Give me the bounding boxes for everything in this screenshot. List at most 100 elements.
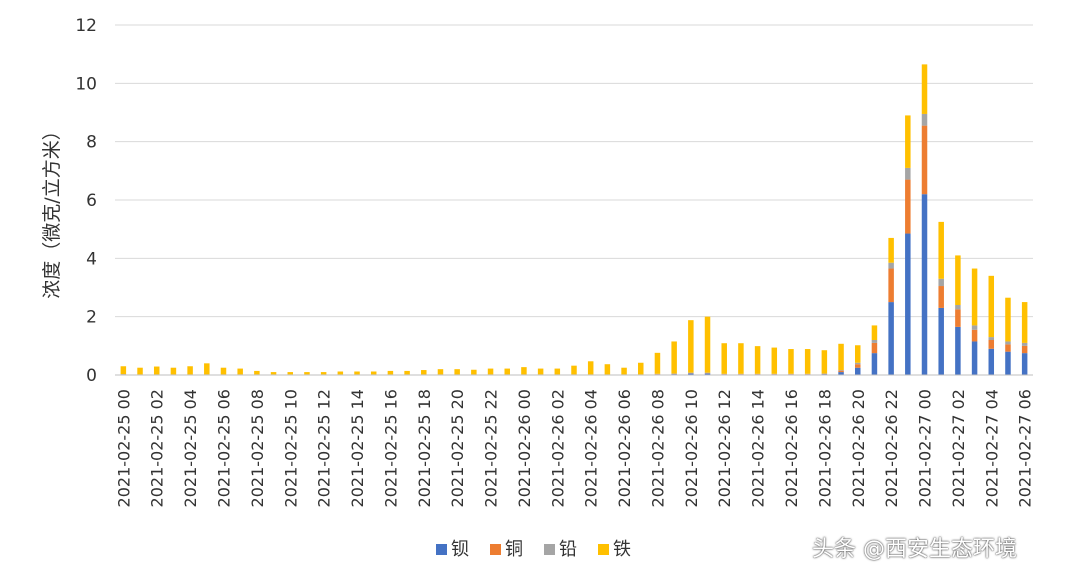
x-tick-label: 2021-02-25 02 bbox=[148, 389, 167, 507]
bar-segment-series-2 bbox=[905, 167, 911, 180]
bar-segment-series-0 bbox=[1021, 353, 1028, 376]
bar-segment-series-3 bbox=[554, 368, 561, 375]
bar-segment-series-0 bbox=[905, 233, 911, 375]
bar-segment-series-3 bbox=[838, 343, 844, 371]
x-tick-label: 2021-02-25 18 bbox=[415, 389, 434, 507]
bar-segment-series-3 bbox=[888, 237, 894, 263]
bar-segment-series-0 bbox=[1005, 351, 1011, 375]
legend: 钡铜铅铁 bbox=[436, 539, 631, 560]
bar-segment-series-2 bbox=[938, 278, 944, 287]
bar-segment-series-2 bbox=[855, 362, 861, 365]
bar-segment-series-3 bbox=[204, 363, 210, 375]
x-axis-ticks: 2021-02-25 00 2021-02-25 02 2021-02-25 04 2… bbox=[114, 389, 1034, 507]
bar-segment-series-3 bbox=[604, 364, 611, 375]
bar-segment-series-0 bbox=[855, 367, 861, 375]
bar-segment-series-0 bbox=[704, 373, 711, 375]
x-tick-label: 2021-02-25 10 bbox=[281, 389, 300, 507]
gridlines bbox=[115, 24, 1033, 318]
y-axis-label: 浓度（微克/立方米） bbox=[41, 121, 63, 298]
bar-segment-series-3 bbox=[337, 371, 344, 375]
bar-segment-series-0 bbox=[888, 302, 894, 375]
bar-segment-series-1 bbox=[888, 268, 894, 303]
bar-segment-series-3 bbox=[938, 221, 944, 279]
watermark: 头条 @西安生态环境 bbox=[812, 537, 1017, 562]
x-tick-label: 2021-02-25 08 bbox=[248, 389, 267, 507]
x-tick-label: 2021-02-26 12 bbox=[715, 389, 734, 507]
bar-segment-series-0 bbox=[971, 341, 978, 375]
bar-segment-series-1 bbox=[988, 340, 995, 349]
bar-segment-series-2 bbox=[921, 113, 928, 126]
bar-segment-series-3 bbox=[788, 349, 794, 374]
bar-segment-series-3 bbox=[721, 343, 727, 374]
bar-segment-series-3 bbox=[688, 320, 694, 373]
bar-segment-series-3 bbox=[804, 349, 811, 374]
bar-segment-series-3 bbox=[971, 268, 978, 326]
bar-segment-series-2 bbox=[871, 340, 878, 343]
bar-segment-series-3 bbox=[170, 367, 177, 375]
bar-segment-series-2 bbox=[888, 262, 894, 269]
x-tick-label: 2021-02-25 22 bbox=[482, 389, 501, 507]
bar-segment-series-3 bbox=[738, 343, 744, 374]
bar-segment-series-2 bbox=[838, 370, 844, 371]
bar-segment-series-3 bbox=[754, 346, 761, 374]
legend-label: 铁 bbox=[613, 539, 631, 560]
bar-segment-series-3 bbox=[821, 350, 828, 374]
bar-segment-series-1 bbox=[1005, 344, 1011, 352]
bar-segment-series-3 bbox=[287, 372, 293, 375]
x-tick-label: 2021-02-26 02 bbox=[548, 389, 567, 507]
bar-segment-series-3 bbox=[320, 372, 327, 375]
bar-segment-series-1 bbox=[955, 309, 961, 327]
bar-segment-series-3 bbox=[270, 372, 277, 375]
bar-segment-series-3 bbox=[1005, 297, 1011, 342]
bar-segment-series-0 bbox=[871, 353, 878, 376]
bar-segment-series-3 bbox=[571, 365, 577, 375]
bar-segment-series-3 bbox=[537, 368, 544, 375]
bar-segment-series-2 bbox=[955, 305, 961, 310]
y-tick-label: 4 bbox=[86, 249, 97, 269]
y-tick-label: 2 bbox=[86, 308, 97, 328]
bar-segment-series-3 bbox=[153, 366, 160, 375]
bar-segment-series-1 bbox=[855, 364, 861, 368]
bar-segment-series-3 bbox=[621, 367, 627, 375]
x-tick-label: 2021-02-25 04 bbox=[181, 389, 200, 507]
bar-segment-series-0 bbox=[955, 326, 961, 376]
bar-segment-series-3 bbox=[955, 255, 961, 305]
legend-swatch bbox=[490, 544, 501, 555]
y-tick-label: 12 bbox=[75, 16, 97, 36]
bar-segment-series-3 bbox=[921, 64, 928, 114]
bar-segment-series-0 bbox=[838, 372, 844, 375]
bar-segment-series-3 bbox=[988, 275, 995, 338]
bar-segment-series-3 bbox=[437, 369, 444, 375]
bar-segment-series-3 bbox=[237, 368, 243, 375]
bar-segment-series-1 bbox=[838, 370, 844, 373]
x-tick-label: 2021-02-26 04 bbox=[582, 389, 601, 507]
x-tick-label: 2021-02-25 16 bbox=[381, 389, 400, 507]
bar-segment-series-3 bbox=[587, 361, 594, 375]
x-tick-label: 2021-02-26 06 bbox=[615, 389, 634, 507]
x-tick-label: 2021-02-26 18 bbox=[815, 389, 834, 507]
x-tick-label: 2021-02-26 08 bbox=[648, 389, 667, 507]
bars bbox=[120, 64, 1028, 376]
bar-segment-series-3 bbox=[471, 369, 477, 375]
x-tick-label: 2021-02-25 00 bbox=[114, 389, 133, 507]
legend-swatch bbox=[598, 544, 609, 555]
x-tick-label: 2021-02-25 12 bbox=[315, 389, 334, 507]
bar-segment-series-1 bbox=[905, 179, 911, 234]
x-tick-label: 2021-02-26 14 bbox=[749, 389, 768, 507]
bar-segment-series-3 bbox=[504, 368, 510, 375]
y-tick-label: 10 bbox=[75, 74, 97, 94]
x-tick-label: 2021-02-25 14 bbox=[348, 389, 367, 507]
bar-segment-series-0 bbox=[938, 307, 944, 375]
bar-segment-series-2 bbox=[704, 372, 711, 374]
x-tick-label: 2021-02-27 06 bbox=[1016, 389, 1035, 507]
legend-swatch bbox=[436, 544, 447, 555]
bar-segment-series-3 bbox=[220, 367, 227, 375]
legend-label: 铅 bbox=[559, 539, 577, 560]
bar-segment-series-3 bbox=[137, 367, 143, 375]
bar-segment-series-3 bbox=[905, 115, 911, 168]
bar-segment-series-3 bbox=[654, 352, 661, 374]
y-tick-label: 6 bbox=[86, 191, 97, 211]
bar-segment-series-3 bbox=[354, 371, 360, 375]
bar-segment-series-3 bbox=[404, 370, 410, 375]
x-tick-label: 2021-02-26 22 bbox=[882, 389, 901, 507]
